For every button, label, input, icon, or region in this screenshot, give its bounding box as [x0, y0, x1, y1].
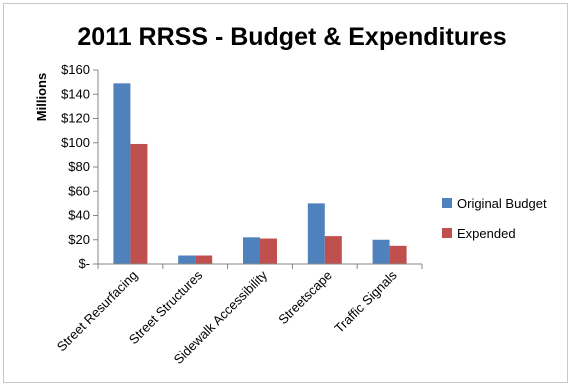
legend-label: Original Budget — [457, 196, 547, 211]
bar-expended — [324, 236, 342, 264]
y-tick-label: $160 — [61, 62, 90, 77]
bar-original-budget — [178, 255, 196, 264]
bar-original-budget — [113, 83, 131, 265]
y-tick-label: $60 — [68, 183, 90, 198]
y-tick-label: $80 — [68, 159, 90, 174]
x-tick-label: Streetscape — [275, 268, 335, 328]
y-tick-label: $120 — [61, 111, 90, 126]
y-tick-label: $100 — [61, 135, 90, 150]
bar-expended — [195, 255, 213, 264]
legend-label: Expended — [457, 226, 516, 241]
bar-original-budget — [243, 237, 260, 264]
chart-title: 2011 RRSS - Budget & Expenditures — [77, 23, 506, 51]
legend-swatch — [442, 228, 452, 238]
bar-original-budget — [372, 239, 390, 264]
legend-swatch — [442, 198, 452, 208]
y-tick-label: $20 — [68, 232, 90, 247]
chart-frame — [3, 3, 568, 383]
y-tick-label: $140 — [61, 86, 90, 101]
x-tick-label: Traffic Signals — [331, 267, 400, 336]
x-tick-label: Street Resurfacing — [54, 268, 141, 355]
y-tick-label: $- — [78, 256, 90, 271]
bar-expended — [130, 143, 148, 264]
bar-expended — [260, 238, 277, 264]
y-axis-label: Millions — [34, 73, 49, 121]
bar-expended — [389, 245, 407, 264]
y-tick-label: $40 — [68, 208, 90, 223]
bar-original-budget — [307, 203, 325, 264]
